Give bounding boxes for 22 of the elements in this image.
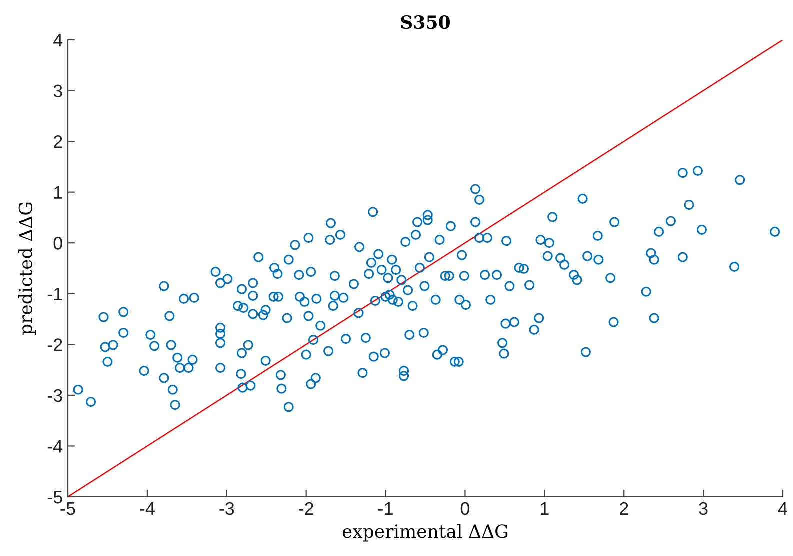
x-tick-label: 1 [541, 502, 549, 515]
chart-title: S350 [401, 15, 450, 30]
x-tick-label: 0 [460, 502, 470, 516]
y-tick-label: -4 [48, 440, 63, 453]
x-tick-label: -2 [299, 502, 314, 515]
x-tick-label: 3 [699, 502, 708, 516]
y-tick-label: 3 [54, 84, 62, 98]
y-tick-label: -2 [48, 338, 62, 352]
x-tick-label: -3 [220, 502, 234, 516]
y-tick-label: -5 [48, 491, 62, 504]
y-axis-title: predicted ΔΔG [18, 202, 36, 336]
y-tick-label: 4 [54, 34, 63, 47]
x-tick-label: 4 [778, 502, 788, 515]
y-tick-label: 2 [54, 135, 62, 148]
y-tick-label: -3 [48, 389, 62, 402]
y-tick-label: -1 [48, 288, 62, 300]
y-tick-label: 1 [54, 186, 62, 199]
x-tick-label: 2 [620, 502, 628, 515]
y-tick-label: 0 [54, 237, 62, 250]
x-axis-title: experimental ΔΔG [342, 524, 508, 542]
x-tick-label: -1 [378, 502, 393, 515]
x-tick-label: -4 [140, 502, 155, 515]
